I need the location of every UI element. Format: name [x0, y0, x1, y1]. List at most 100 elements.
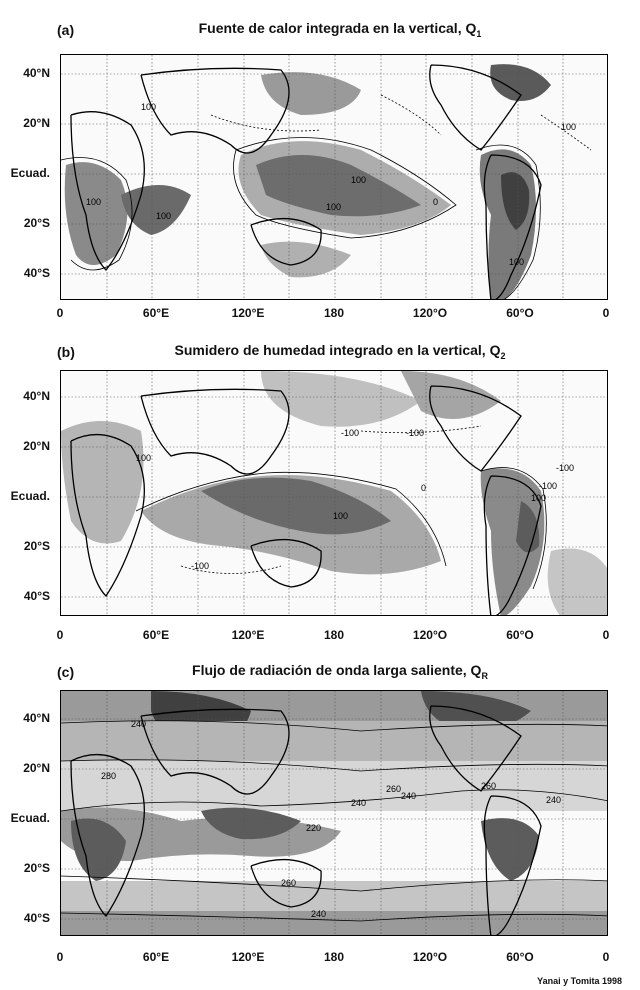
shading — [61, 371, 607, 615]
panel-letter: (b) — [57, 344, 75, 360]
coast-africa — [70, 753, 145, 918]
lon-label: 60°O — [506, 628, 534, 642]
lon-label: 120°E — [231, 306, 265, 320]
contour-label: 100 — [136, 453, 151, 463]
lat-label: 20°N — [23, 439, 50, 453]
contour-label: 0 — [421, 483, 426, 493]
coast-north-america — [429, 64, 522, 151]
lon-label: 60°E — [142, 950, 170, 964]
grid — [61, 55, 607, 299]
panel-title-subscript: 1 — [476, 28, 482, 39]
contour-label: 100 — [326, 202, 341, 212]
lon-label: 0 — [602, 306, 610, 320]
contour-label: 100 — [531, 493, 546, 503]
coast-australia — [250, 858, 322, 908]
lat-label: 40°N — [23, 711, 50, 725]
coast-asia — [140, 67, 290, 154]
coast-africa — [70, 111, 145, 271]
lat-label: 20°S — [23, 539, 50, 553]
lat-label: 40°S — [23, 589, 50, 603]
contour-label: 240 — [131, 719, 146, 729]
map-b: -100 -100 100 0 100 -100 -100 100 -100 — [60, 370, 608, 616]
lon-label: 60°O — [506, 306, 534, 320]
contour-label: -100 — [556, 463, 574, 473]
shade-region — [490, 64, 551, 101]
lat-label: 40°N — [23, 66, 50, 80]
coast-africa — [70, 433, 145, 598]
shade-band — [61, 691, 607, 721]
lat-label: 20°S — [23, 216, 50, 230]
lat-label: Ecuad. — [10, 811, 50, 825]
contour-label: 240 — [351, 798, 366, 808]
lon-label: 120°O — [412, 306, 448, 320]
shade-region — [261, 241, 351, 278]
lat-label: 20°N — [23, 116, 50, 130]
shade-region — [480, 468, 545, 615]
grid — [61, 691, 607, 935]
contour-label: 260 — [481, 781, 496, 791]
lat-label: 40°S — [23, 266, 50, 280]
contour-labels: 240 260 280 260 240 240 240 220 260 240 — [101, 719, 561, 919]
coast-south-america — [483, 475, 542, 615]
lon-label: 180 — [323, 306, 345, 320]
map-c: 240 260 280 260 240 240 240 220 260 240 — [60, 690, 608, 936]
lon-label: 120°E — [231, 628, 265, 642]
panel-letter: (c) — [57, 664, 75, 680]
contour-label: 220 — [306, 823, 321, 833]
grid — [61, 371, 607, 615]
shade-region — [201, 477, 391, 535]
panel-letter: (a) — [57, 22, 75, 38]
shade-region — [121, 185, 191, 235]
source-credit: Yanai y Tomita 1998 — [537, 976, 622, 986]
lon-label: 120°O — [412, 628, 448, 642]
coast-north-america — [429, 705, 522, 792]
shade-region — [201, 807, 301, 840]
contour-label: 100 — [561, 122, 576, 132]
contour-labels: -100 -100 100 0 100 -100 -100 100 -100 — [136, 428, 574, 571]
lon-label: 60°E — [142, 306, 170, 320]
coastlines — [70, 385, 542, 615]
contour-label: 100 — [333, 511, 348, 521]
shade-region — [261, 72, 361, 115]
coast-asia — [140, 708, 290, 795]
lon-label: 120°O — [412, 950, 448, 964]
lat-label: 20°S — [23, 861, 50, 875]
panel-title-subscript: R — [481, 670, 488, 681]
lon-label: 60°E — [142, 628, 170, 642]
map-a: 100 100 100 100 100 100 0 100 — [60, 54, 608, 300]
coastlines — [70, 705, 542, 935]
contour-label: 0 — [433, 197, 438, 207]
contour-label: -100 — [341, 428, 359, 438]
contour-labels: 100 100 100 100 100 100 0 100 — [86, 102, 576, 267]
shade-region — [547, 548, 607, 615]
lon-label: 0 — [56, 628, 64, 642]
shade-region — [64, 162, 128, 265]
panel-title-text: Flujo de radiación de onda larga salient… — [192, 662, 482, 678]
contour-lines — [61, 94, 592, 299]
panel-title: Fuente de calor integrada en la vertical… — [60, 20, 620, 39]
contour-label: 260 — [281, 878, 296, 888]
contour-lines — [135, 425, 547, 590]
contour-label: 100 — [351, 175, 366, 185]
lat-label: Ecuad. — [10, 166, 50, 180]
shade-region — [481, 818, 539, 881]
contour-label: 240 — [311, 909, 326, 919]
panel-title: Flujo de radiación de onda larga salient… — [60, 662, 620, 681]
coast-south-america — [483, 795, 542, 935]
coast-australia — [250, 538, 322, 588]
contour-label: 100 — [86, 197, 101, 207]
lat-label: 40°N — [23, 389, 50, 403]
lon-label: 60°O — [506, 950, 534, 964]
shade-region — [261, 371, 421, 427]
contour-label: -100 — [191, 561, 209, 571]
contour-label: 240 — [401, 791, 416, 801]
lat-label: 20°N — [23, 761, 50, 775]
panel-title-text: Fuente de calor integrada en la vertical… — [198, 20, 477, 36]
contour-label: -100 — [406, 428, 424, 438]
lat-label: Ecuad. — [10, 489, 50, 503]
shade-region — [256, 155, 421, 217]
panel-title-text: Sumidero de humedad integrado en la vert… — [174, 342, 501, 358]
contour-label: 260 — [386, 784, 401, 794]
shade-band — [61, 881, 607, 911]
shade-region — [71, 818, 126, 881]
